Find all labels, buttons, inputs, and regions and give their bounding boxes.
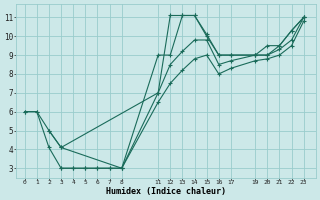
X-axis label: Humidex (Indice chaleur): Humidex (Indice chaleur) <box>106 187 226 196</box>
